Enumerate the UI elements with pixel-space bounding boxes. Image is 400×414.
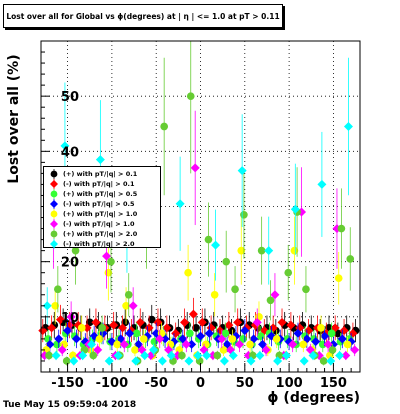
- legend-label: (+) with pT/|q| > 0.1: [63, 170, 137, 178]
- data-point: [54, 285, 62, 293]
- timestamp: Tue May 15 09:59:04 2018: [3, 400, 136, 410]
- legend-marker: [48, 239, 60, 249]
- legend-symbol: [50, 180, 58, 188]
- legend-item: (+) with pT/|q| > 2.0: [48, 229, 137, 239]
- data-point: [89, 352, 97, 360]
- data-point: [140, 335, 148, 343]
- legend-symbol: [51, 191, 58, 198]
- data-point: [317, 324, 325, 332]
- legend-marker-svg: [48, 219, 60, 229]
- data-point: [125, 291, 133, 299]
- legend-marker-svg: [48, 179, 60, 189]
- y-tick-label: 10: [61, 311, 79, 326]
- data-point: [344, 341, 352, 349]
- legend-item: (+) with pT/|q| > 0.5: [48, 189, 137, 199]
- data-point: [229, 335, 237, 343]
- legend-marker: [48, 179, 60, 189]
- legend-marker: [48, 199, 60, 209]
- x-tick-label: 0: [196, 376, 205, 391]
- legend-marker: [48, 209, 60, 219]
- data-point: [222, 258, 230, 266]
- legend-marker-svg: [48, 209, 60, 219]
- legend-item: (-) with pT/|q| > 0.1: [48, 179, 134, 189]
- legend-symbol: [50, 200, 58, 208]
- legend-marker: [48, 189, 60, 199]
- data-point: [231, 285, 239, 293]
- data-point: [186, 330, 194, 338]
- y-axis-label: Lost over all (%): [6, 49, 22, 189]
- x-tick-label: -50: [144, 376, 168, 391]
- x-tick-label: 50: [236, 376, 254, 391]
- legend-label: (-) with pT/|q| > 0.1: [63, 180, 134, 188]
- legend-item: (-) with pT/|q| > 0.5: [48, 199, 134, 209]
- legend-item: (-) with pT/|q| > 2.0: [48, 239, 134, 249]
- legend-marker: [48, 229, 60, 239]
- legend-label: (-) with pT/|q| > 0.5: [63, 200, 134, 208]
- x-tick-label: 100: [276, 376, 303, 391]
- legend-item: (+) with pT/|q| > 1.0: [48, 209, 137, 219]
- legend-marker-svg: [48, 239, 60, 249]
- y-tick-label: 50: [61, 90, 79, 105]
- data-point: [240, 211, 248, 219]
- legend-item: (+) with pT/|q| > 0.1: [48, 169, 137, 179]
- data-point: [187, 92, 195, 100]
- legend-label: (-) with pT/|q| > 1.0: [63, 220, 134, 228]
- legend-marker-svg: [48, 189, 60, 199]
- legend-label: (+) with pT/|q| > 1.0: [63, 210, 137, 218]
- legend-item: (-) with pT/|q| > 1.0: [48, 219, 134, 229]
- legend-label: (-) with pT/|q| > 2.0: [63, 240, 134, 248]
- data-point: [160, 123, 168, 131]
- legend-symbol: [50, 240, 58, 248]
- legend-marker-svg: [48, 229, 60, 239]
- y-tick-label: 40: [61, 145, 79, 160]
- data-point: [338, 225, 346, 233]
- data-point: [214, 352, 222, 360]
- x-tick-label: -100: [96, 376, 129, 391]
- data-point: [302, 285, 310, 293]
- legend-label: (+) with pT/|q| > 2.0: [63, 230, 137, 238]
- data-point: [335, 274, 343, 282]
- data-point: [246, 341, 254, 349]
- data-point: [299, 341, 307, 349]
- x-axis-label: ϕ (degrees): [267, 390, 360, 406]
- legend: (+) with pT/|q| > 0.1 (-) with pT/|q| > …: [43, 166, 161, 248]
- data-point: [178, 352, 186, 360]
- legend-marker-svg: [48, 169, 60, 179]
- x-tick-label: -150: [51, 376, 84, 391]
- legend-marker: [48, 219, 60, 229]
- legend-symbol: [51, 231, 58, 238]
- data-point: [107, 258, 115, 266]
- data-point: [78, 324, 86, 332]
- data-point: [267, 296, 275, 304]
- legend-marker-svg: [48, 199, 60, 209]
- chart-title: Lost over all for Global vs ϕ(degrees) a…: [3, 4, 283, 28]
- data-point: [211, 291, 219, 299]
- legend-symbol: [50, 220, 58, 228]
- data-point: [284, 269, 292, 277]
- data-point: [329, 346, 337, 354]
- y-tick-label: 20: [61, 256, 79, 271]
- legend-marker: [48, 169, 60, 179]
- x-tick-label: 150: [320, 376, 347, 391]
- data-point: [273, 335, 281, 343]
- legend-symbol: [51, 211, 58, 218]
- data-point: [346, 255, 354, 263]
- legend-label: (+) with pT/|q| > 0.5: [63, 190, 137, 198]
- legend-symbol: [51, 171, 58, 178]
- data-point: [184, 269, 192, 277]
- data-point: [205, 236, 213, 244]
- data-point: [98, 324, 106, 332]
